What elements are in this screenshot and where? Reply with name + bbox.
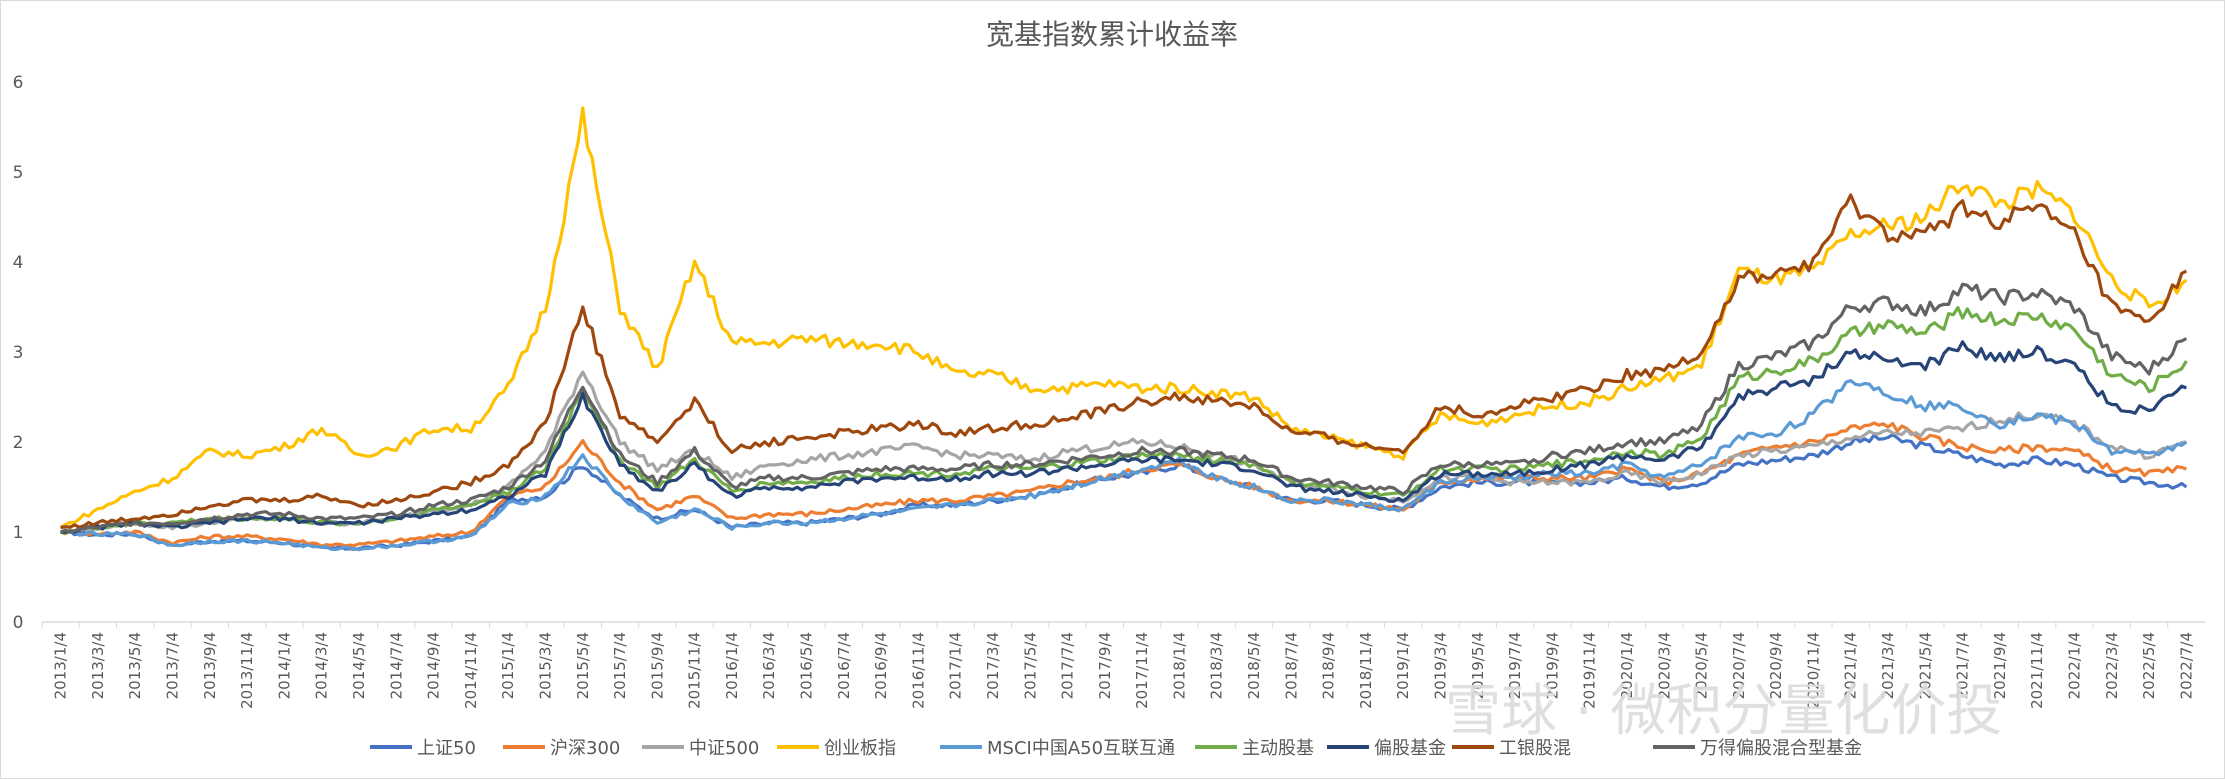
series-line-3 <box>59 106 2188 529</box>
x-tick-label: 2015/3/4 <box>536 632 554 699</box>
x-tick-label: 2017/5/4 <box>1021 632 1039 699</box>
x-tick-label: 2017/3/4 <box>984 632 1002 699</box>
y-tick-label: 6 <box>13 73 24 93</box>
x-tick-label: 2020/5/4 <box>1693 632 1711 699</box>
x-tick-label: 2014/11/4 <box>462 632 480 709</box>
x-tick-label: 2022/5/4 <box>2140 632 2158 699</box>
x-tick-label: 2014/3/4 <box>313 632 331 699</box>
chart-title: 宽基指数累计收益率 <box>986 18 1238 51</box>
series-line-4 <box>60 379 2188 552</box>
x-tick-label: 2020/11/4 <box>1804 632 1822 709</box>
legend-label: 创业板指 <box>824 738 896 759</box>
x-tick-label: 2013/1/4 <box>52 632 70 699</box>
x-tick-label: 2019/1/4 <box>1394 632 1412 699</box>
legend-label: 主动股基 <box>1242 738 1314 759</box>
x-tick-label: 2019/7/4 <box>1506 632 1524 699</box>
x-tick-label: 2019/3/4 <box>1431 632 1449 699</box>
x-tick-label: 2013/5/4 <box>126 632 144 699</box>
x-tick-label: 2017/1/4 <box>947 632 965 699</box>
x-axis-ticks: 2013/1/4 2013/3/4 2013/5/4 2013/7/4 2013/9/4… <box>41 622 2195 709</box>
legend-label: MSCI中国A50互联互通 <box>987 738 1175 759</box>
x-tick-label: 2013/3/4 <box>89 632 107 699</box>
x-tick-label: 2018/1/4 <box>1170 632 1188 699</box>
legend-label: 工银股混 <box>1499 738 1571 759</box>
x-tick-label: 2015/9/4 <box>648 632 666 699</box>
x-tick-label: 2014/5/4 <box>350 632 368 699</box>
x-tick-label: 2013/7/4 <box>164 632 182 699</box>
legend-label: 中证500 <box>689 738 759 759</box>
x-tick-label: 2018/9/4 <box>1320 632 1338 699</box>
x-tick-label: 2019/9/4 <box>1543 632 1561 699</box>
x-tick-label: 2014/9/4 <box>425 632 443 699</box>
x-tick-label: 2017/7/4 <box>1059 632 1077 699</box>
x-tick-label: 2017/11/4 <box>1133 632 1151 709</box>
y-tick-label: 3 <box>13 343 24 363</box>
x-tick-label: 2022/7/4 <box>2177 632 2195 699</box>
x-tick-label: 2021/7/4 <box>1954 632 1972 699</box>
x-tick-label: 2013/11/4 <box>238 632 256 709</box>
x-tick-label: 2018/3/4 <box>1208 632 1226 699</box>
y-tick-label: 1 <box>13 523 24 543</box>
y-tick-label: 2 <box>13 433 24 453</box>
series-line-6 <box>60 340 2187 534</box>
x-tick-label: 2017/9/4 <box>1096 632 1114 699</box>
x-tick-label: 2014/7/4 <box>387 632 405 699</box>
y-tick-label: 5 <box>13 163 24 183</box>
legend-label: 沪深300 <box>550 738 620 759</box>
x-tick-label: 2021/11/4 <box>2028 632 2046 709</box>
x-tick-label: 2018/11/4 <box>1357 632 1375 709</box>
x-tick-label: 2021/9/4 <box>1991 632 2009 699</box>
series-line-7 <box>60 193 2188 530</box>
x-tick-label: 2014/1/4 <box>275 632 293 699</box>
x-tick-label: 2016/5/4 <box>798 632 816 699</box>
x-tick-label: 2018/5/4 <box>1245 632 1263 699</box>
x-tick-label: 2016/11/4 <box>909 632 927 709</box>
x-tick-label: 2021/3/4 <box>1879 632 1897 699</box>
x-tick-label: 2018/7/4 <box>1282 632 1300 699</box>
legend-label: 万得偏股混合型基金 <box>1700 738 1862 759</box>
x-tick-label: 2020/1/4 <box>1618 632 1636 699</box>
y-axis-ticks: 0 1 2 3 4 5 6 <box>13 73 24 633</box>
x-tick-label: 2015/7/4 <box>611 632 629 699</box>
y-tick-label: 4 <box>13 253 24 273</box>
x-tick-label: 2016/7/4 <box>835 632 853 699</box>
x-tick-label: 2020/3/4 <box>1655 632 1673 699</box>
x-tick-label: 2015/11/4 <box>686 632 704 709</box>
legend: 上证50 沪深300 中证500 创业板指 MSCI中国A50互联互通 主动股基 偏股基金 工… <box>370 738 1862 759</box>
x-tick-label: 2021/1/4 <box>1842 632 1860 699</box>
x-tick-label: 2022/1/4 <box>2065 632 2083 699</box>
legend-label: 偏股基金 <box>1374 738 1446 759</box>
x-tick-label: 2013/9/4 <box>201 632 219 699</box>
x-tick-label: 2015/1/4 <box>499 632 517 699</box>
y-tick-label: 0 <box>13 613 24 633</box>
series-line-8 <box>60 282 2188 534</box>
x-tick-label: 2016/1/4 <box>723 632 741 699</box>
x-tick-label: 2021/5/4 <box>1916 632 1934 699</box>
x-tick-label: 2020/9/4 <box>1767 632 1785 699</box>
x-tick-label: 2015/5/4 <box>574 632 592 699</box>
x-tick-label: 2019/11/4 <box>1581 632 1599 709</box>
series-lines <box>59 106 2188 552</box>
watermark-text: 雪球 · 微积分量化价投 <box>1445 679 2002 744</box>
x-tick-label: 2022/3/4 <box>2103 632 2121 699</box>
x-tick-label: 2020/7/4 <box>1730 632 1748 699</box>
x-tick-label: 2016/3/4 <box>760 632 778 699</box>
legend-label: 上证50 <box>417 738 476 759</box>
x-tick-label: 2019/5/4 <box>1469 632 1487 699</box>
x-tick-label: 2016/9/4 <box>872 632 890 699</box>
